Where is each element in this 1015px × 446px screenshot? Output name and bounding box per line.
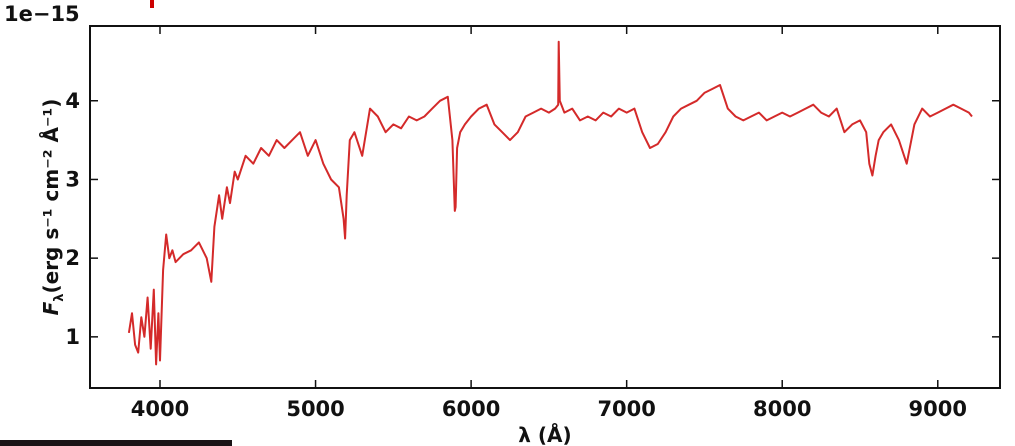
y-tick-label: 1 — [65, 325, 80, 349]
x-tick-label: 7000 — [597, 397, 655, 421]
cropped-dark-strip — [0, 440, 232, 446]
y-axis-label-units: (erg s⁻¹ cm⁻² Å⁻¹) — [39, 99, 63, 294]
x-tick-label: 6000 — [442, 397, 500, 421]
cropped-red-mark — [150, 0, 154, 8]
x-axis-label: λ (Å) — [518, 423, 571, 446]
y-offset-label: 1e−15 — [4, 2, 80, 26]
y-axis-label: Fλ(erg s⁻¹ cm⁻² Å⁻¹) — [39, 99, 67, 316]
x-tick-label: 5000 — [286, 397, 344, 421]
y-axis-ticks: 1 2 3 4 — [65, 89, 1000, 349]
y-tick-label: 4 — [65, 89, 80, 113]
x-axis-ticks: 4000 5000 6000 7000 8000 9000 — [131, 26, 967, 421]
y-tick-label: 3 — [65, 167, 80, 191]
x-tick-label: 4000 — [131, 397, 189, 421]
y-axis-label-main: F — [39, 301, 63, 315]
y-axis-label-subscript: λ — [52, 294, 67, 302]
spectrum-series-line — [127, 40, 973, 366]
x-tick-label: 9000 — [909, 397, 967, 421]
y-tick-label: 2 — [65, 246, 80, 270]
plot-frame — [89, 25, 1001, 389]
x-tick-label: 8000 — [753, 397, 811, 421]
